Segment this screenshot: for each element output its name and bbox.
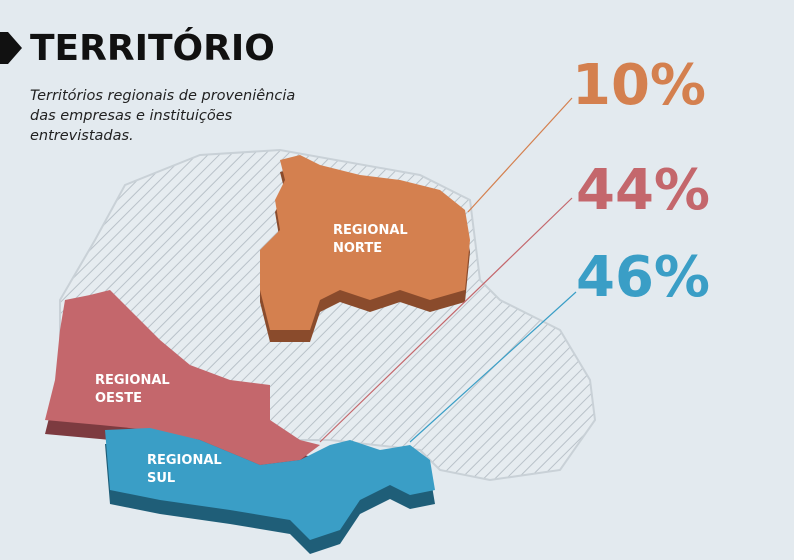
region-north xyxy=(260,155,470,342)
subtitle-line: das empresas e instituições xyxy=(30,108,233,124)
leader-line xyxy=(409,291,577,443)
title-chevron xyxy=(0,32,22,64)
percent-label: 46% xyxy=(576,245,710,310)
region-label: REGIONAL xyxy=(333,223,408,238)
title: TERRITÓRIO xyxy=(30,27,275,69)
leader-line xyxy=(467,97,573,213)
region-south xyxy=(105,428,435,554)
percent-label: 44% xyxy=(576,158,710,223)
subtitle-line: entrevistadas. xyxy=(30,128,134,144)
region-label: SUL xyxy=(147,471,175,486)
percent-label: 10% xyxy=(572,53,706,118)
region-label: REGIONAL xyxy=(147,453,222,468)
region-label: OESTE xyxy=(95,391,142,406)
region-label: NORTE xyxy=(333,241,382,256)
subtitle-line: Territórios regionais de proveniência xyxy=(30,88,295,104)
region-label: REGIONAL xyxy=(95,373,170,388)
leader-line xyxy=(319,197,573,443)
